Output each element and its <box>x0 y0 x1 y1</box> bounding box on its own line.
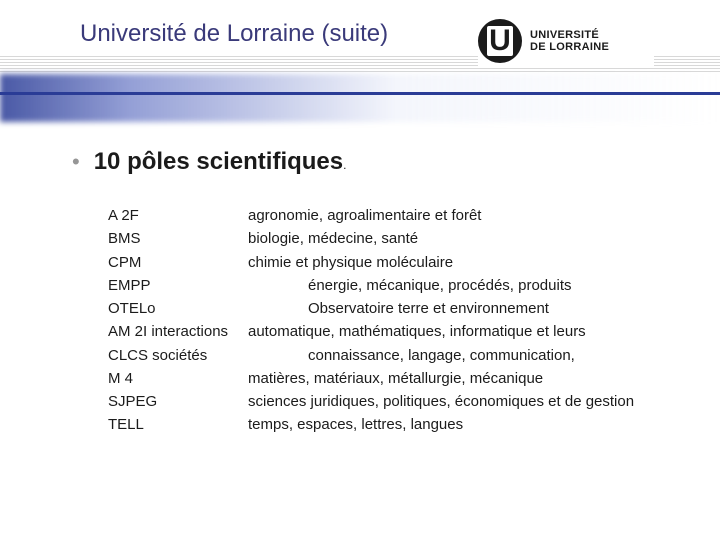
bullet-dot-icon: • <box>72 151 80 173</box>
logo-line1: UNIVERSITÉ <box>530 29 609 41</box>
logo-wordmark: UNIVERSITÉ DE LORRAINE <box>530 29 609 53</box>
logo-line2: DE LORRAINE <box>530 41 609 53</box>
logo-u-glyph: U <box>487 26 513 56</box>
pole-row: CPMchimie et physique moléculaire <box>108 251 672 274</box>
pole-row: EMPPénergie, mécanique, procédés, produi… <box>108 274 672 297</box>
pole-row: SJPEGsciences juridiques, politiques, éc… <box>108 390 672 413</box>
header-blue-gradient <box>0 74 720 122</box>
slide-title: Université de Lorraine (suite) <box>80 20 388 48</box>
header-blue-rule <box>0 92 720 95</box>
pole-code: AM 2I interactions <box>108 320 248 343</box>
section-heading-text: 10 pôles scientifiques. <box>94 148 347 176</box>
section-heading-period: . <box>343 158 346 172</box>
pole-code: A 2F <box>108 204 248 227</box>
pole-description: connaissance, langage, communication, <box>248 344 672 367</box>
poles-list: A 2Fagronomie, agroalimentaire et forêtB… <box>108 204 672 437</box>
pole-code: TELL <box>108 413 248 436</box>
pole-description: énergie, mécanique, procédés, produits <box>248 274 672 297</box>
pole-description: matières, matériaux, métallurgie, mécani… <box>248 367 672 390</box>
pole-code: CPM <box>108 251 248 274</box>
section-heading-main: 10 pôles scientifiques <box>94 148 343 175</box>
pole-description: sciences juridiques, politiques, économi… <box>248 390 672 413</box>
university-logo: U UNIVERSITÉ DE LORRAINE <box>478 14 654 68</box>
pole-row: M 4matières, matériaux, métallurgie, méc… <box>108 367 672 390</box>
pole-code: EMPP <box>108 274 248 297</box>
pole-description: chimie et physique moléculaire <box>248 251 672 274</box>
pole-row: CLCS sociétésconnaissance, langage, comm… <box>108 344 672 367</box>
pole-code: M 4 <box>108 367 248 390</box>
pole-description: automatique, mathématiques, informatique… <box>248 320 672 343</box>
pole-description: agronomie, agroalimentaire et forêt <box>248 204 672 227</box>
pole-row: TELLtemps, espaces, lettres, langues <box>108 413 672 436</box>
pole-description: temps, espaces, lettres, langues <box>248 413 672 436</box>
pole-code: BMS <box>108 227 248 250</box>
section-heading: • 10 pôles scientifiques. <box>72 148 672 176</box>
pole-row: AM 2I interactionsautomatique, mathémati… <box>108 320 672 343</box>
logo-roundel-icon: U <box>478 19 522 63</box>
pole-code: CLCS sociétés <box>108 344 248 367</box>
pole-row: BMSbiologie, médecine, santé <box>108 227 672 250</box>
slide-body: • 10 pôles scientifiques. A 2Fagronomie,… <box>72 148 672 437</box>
pole-description: Observatoire terre et environnement <box>248 297 672 320</box>
pole-row: OTELoObservatoire terre et environnement <box>108 297 672 320</box>
pole-row: A 2Fagronomie, agroalimentaire et forêt <box>108 204 672 227</box>
pole-code: OTELo <box>108 297 248 320</box>
pole-code: SJPEG <box>108 390 248 413</box>
pole-description: biologie, médecine, santé <box>248 227 672 250</box>
